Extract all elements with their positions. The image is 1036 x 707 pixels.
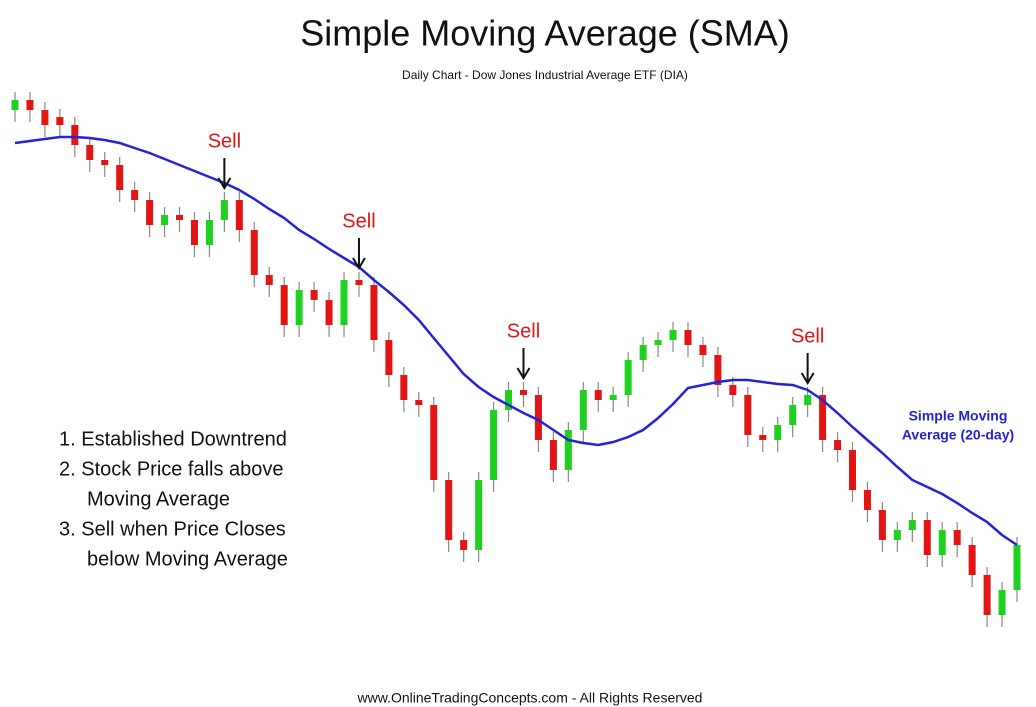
candle-body	[834, 440, 842, 450]
candle-body	[729, 385, 737, 395]
candle-body	[220, 200, 228, 220]
candle-body	[519, 390, 527, 395]
candle-body	[564, 430, 572, 470]
candle-body	[56, 117, 64, 125]
candle-body	[101, 160, 109, 165]
candle-body	[759, 435, 767, 440]
candle-body	[11, 100, 19, 110]
sma-label: Average (20-day)	[902, 427, 1014, 443]
candle-body	[938, 530, 946, 555]
candle-body	[190, 220, 198, 245]
sell-label: Sell	[507, 320, 540, 342]
candle-body	[669, 330, 677, 340]
note-line: below Moving Average	[87, 548, 288, 570]
candle-body	[146, 200, 154, 225]
candle-body	[953, 530, 961, 545]
candle-body	[430, 405, 438, 480]
candle-body	[250, 230, 258, 275]
candle-body	[534, 395, 542, 440]
arrow-head	[800, 372, 815, 385]
candle-body	[1013, 545, 1021, 590]
candle-body	[594, 390, 602, 400]
candle-body	[714, 355, 722, 385]
candle-body	[819, 395, 827, 440]
candle-body	[998, 590, 1006, 615]
candle-body	[804, 395, 812, 405]
candle-body	[445, 480, 453, 540]
candle-body	[789, 405, 797, 425]
candle-body	[639, 345, 647, 360]
candle-body	[654, 340, 662, 345]
chart-subtitle: Daily Chart - Dow Jones Industrial Avera…	[402, 68, 688, 82]
candle-body	[549, 440, 557, 470]
candle-body	[415, 400, 423, 405]
candle-body	[923, 520, 931, 555]
candle-body	[579, 390, 587, 430]
candle-body	[370, 285, 378, 340]
sell-label: Sell	[208, 130, 241, 152]
candle-body	[385, 340, 393, 375]
candle-body	[265, 275, 273, 285]
note-line: 2. Stock Price falls above	[59, 458, 284, 480]
candle-body	[86, 145, 94, 160]
candle-body	[968, 545, 976, 575]
candle-body	[41, 110, 49, 125]
candle-body	[624, 360, 632, 395]
candle-body	[475, 480, 483, 550]
note-line: 3. Sell when Price Closes	[59, 518, 286, 540]
candle-body	[505, 390, 513, 410]
candle-body	[71, 125, 79, 145]
candle-body	[26, 100, 34, 110]
candle-body	[340, 280, 348, 325]
candle-body	[893, 530, 901, 540]
candle-body	[400, 375, 408, 400]
candle-body	[684, 330, 692, 345]
arrow-head	[352, 257, 366, 270]
candle-body	[744, 395, 752, 435]
candle-body	[355, 280, 363, 285]
candle-body	[310, 290, 318, 300]
candle-body	[235, 200, 243, 230]
candle-body	[490, 410, 498, 480]
sma-label: Simple Moving	[909, 408, 1008, 424]
candle-body	[848, 450, 856, 490]
candle-body	[983, 575, 991, 615]
candle-body	[878, 510, 886, 540]
arrow-head	[217, 177, 232, 190]
candle-body	[863, 490, 871, 510]
note-line: 1. Established Downtrend	[59, 428, 287, 450]
sell-label: Sell	[791, 325, 824, 347]
arrow-head	[516, 367, 531, 380]
chart-title: Simple Moving Average (SMA)	[300, 13, 790, 54]
candle-body	[205, 220, 213, 245]
candle-body	[295, 290, 303, 325]
candle-body	[116, 165, 124, 190]
sma-line	[14, 135, 1018, 547]
sell-label: Sell	[342, 210, 375, 232]
candle-body	[699, 345, 707, 355]
note-line: Moving Average	[87, 488, 230, 510]
candle-body	[460, 540, 468, 550]
footer: www.OnlineTradingConcepts.com - All Righ…	[357, 690, 703, 706]
candle-body	[280, 285, 288, 325]
candle-body	[161, 215, 169, 225]
candle-body	[908, 520, 916, 530]
candle-body	[609, 395, 617, 400]
candle-body	[131, 190, 139, 200]
candle-body	[176, 215, 184, 220]
candle-body	[774, 425, 782, 440]
candle-body	[325, 300, 333, 325]
